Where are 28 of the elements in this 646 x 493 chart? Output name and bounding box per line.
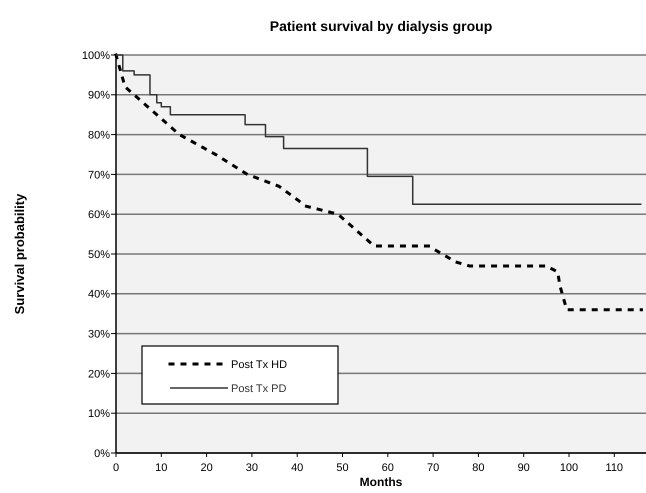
x-tick-label: 80	[472, 462, 485, 474]
y-tick-label: 100%	[82, 50, 110, 62]
y-tick-label: 80%	[88, 129, 110, 142]
y-tick-label: 30%	[88, 328, 110, 340]
text: Post Tx HD	[231, 358, 288, 371]
x-tick-label: 60	[382, 462, 394, 474]
y-axis-title: Survival probability	[12, 192, 27, 314]
y-tick-label: 10%	[88, 408, 110, 420]
y-tick-label: 0%	[94, 448, 110, 460]
y-tick-label: 20%	[88, 368, 110, 380]
y-tick-label: 40%	[88, 288, 110, 301]
y-tick-label: 70%	[88, 169, 110, 182]
y-tick-label: 90%	[88, 90, 110, 102]
text: Post Tx PD	[231, 382, 286, 395]
x-tick-label: 70	[426, 462, 440, 474]
x-axis-title: Months	[360, 475, 403, 489]
chart-title: Patient survival by dialysis group	[270, 18, 492, 34]
x-tick-label: 110	[606, 462, 624, 474]
x-tick-label: 50	[336, 462, 349, 474]
x-tick-label: 10	[155, 462, 168, 474]
y-tick-label: 50%	[88, 248, 110, 261]
x-tick-label: 40	[291, 462, 304, 474]
x-tick-label: 0	[112, 462, 120, 474]
x-tick-label: 30	[246, 462, 258, 474]
x-tick-label: 100	[560, 462, 578, 474]
x-tick-label: 90	[518, 462, 530, 474]
y-tick-label: 60%	[88, 209, 110, 222]
x-tick-label: 20	[200, 462, 213, 474]
